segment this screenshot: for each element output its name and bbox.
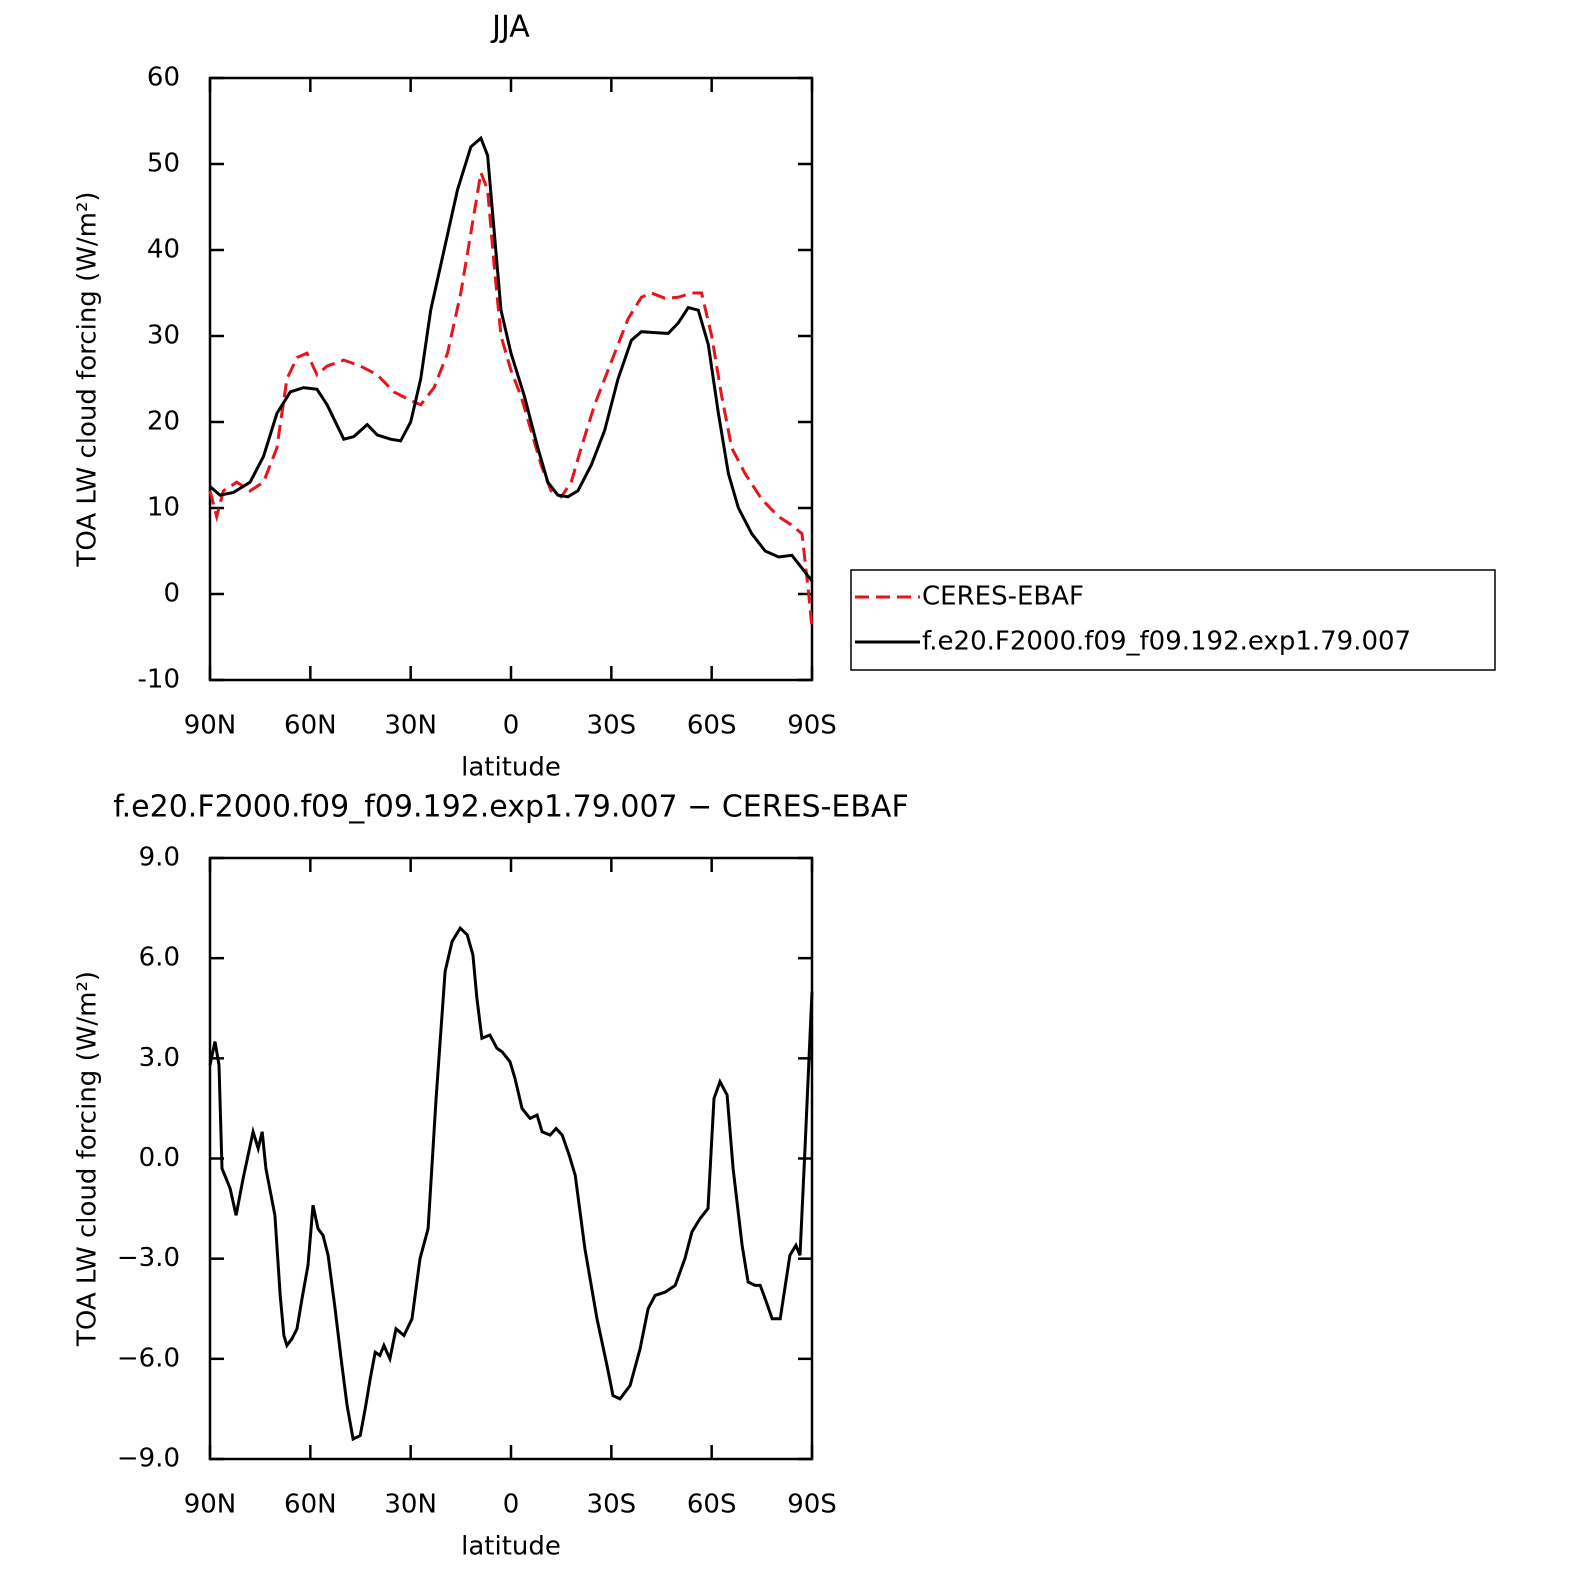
legend-label: CERES-EBAF xyxy=(922,582,1084,612)
y-tick-label: 9.0 xyxy=(139,843,180,873)
y-tick-label: 40 xyxy=(147,235,180,265)
y-tick-label: −9.0 xyxy=(117,1444,180,1474)
chart-title: JJA xyxy=(490,10,530,45)
x-tick-label: 60N xyxy=(284,1490,337,1520)
x-tick-label: 90S xyxy=(787,711,837,741)
y-tick-label: -10 xyxy=(138,665,180,695)
y-tick-label: 10 xyxy=(147,493,180,523)
x-tick-label: 90S xyxy=(787,1490,837,1520)
x-tick-label: 30S xyxy=(587,1490,637,1520)
y-tick-label: 30 xyxy=(147,321,180,351)
y-tick-label: 60 xyxy=(147,63,180,93)
y-tick-label: 20 xyxy=(147,407,180,437)
plot-frame xyxy=(208,856,814,1461)
plot-frame xyxy=(208,76,814,682)
y-tick-label: 3.0 xyxy=(139,1043,180,1073)
x-tick-label: 60N xyxy=(284,711,337,741)
y-tick-label: −6.0 xyxy=(117,1343,180,1373)
data-line xyxy=(209,135,814,583)
x-tick-label: 0 xyxy=(503,1490,520,1520)
y-axis-label: TOA LW cloud forcing (W/m²) xyxy=(73,191,103,567)
y-tick-label: 0 xyxy=(163,579,180,609)
x-tick-label: 90N xyxy=(184,711,237,741)
y-tick-label: 6.0 xyxy=(139,943,180,973)
x-tick-label: 30N xyxy=(384,711,437,741)
legend-label: f.e20.F2000.f09_f09.192.exp1.79.007 xyxy=(922,627,1411,657)
legend-box xyxy=(850,569,1496,671)
chart-title: f.e20.F2000.f09_f09.192.exp1.79.007 − CE… xyxy=(113,790,908,825)
x-tick-label: 60S xyxy=(687,1490,737,1520)
x-tick-label: 30N xyxy=(384,1490,437,1520)
y-tick-label: 50 xyxy=(147,149,180,179)
data-line xyxy=(208,166,814,629)
y-axis-label: TOA LW cloud forcing (W/m²) xyxy=(73,971,103,1347)
x-axis-label: latitude xyxy=(461,753,561,783)
x-tick-label: 90N xyxy=(184,1490,237,1520)
x-tick-label: 60S xyxy=(687,711,737,741)
y-tick-label: 0.0 xyxy=(139,1143,180,1173)
x-tick-label: 30S xyxy=(587,711,637,741)
data-line xyxy=(208,925,814,1442)
x-tick-label: 0 xyxy=(503,711,520,741)
x-axis-label: latitude xyxy=(461,1532,561,1562)
y-tick-label: −3.0 xyxy=(117,1243,180,1273)
